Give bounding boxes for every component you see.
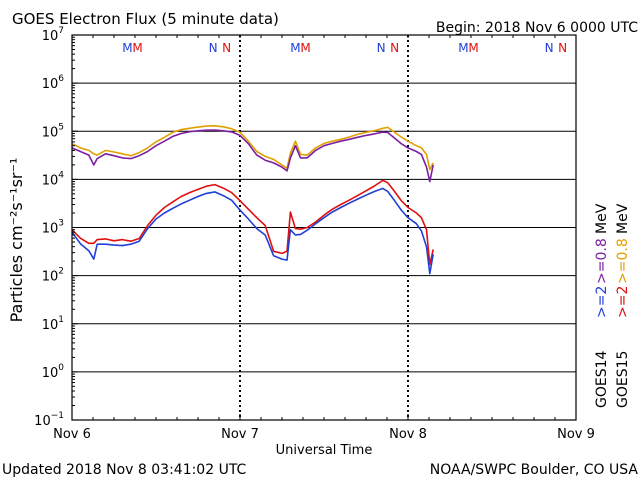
- legend-entry-5: MeV: [615, 203, 631, 234]
- series-line-goes15_gt2: [71, 179, 434, 266]
- x-axis: Nov 6 Nov 7 Nov 8 Nov 9: [53, 35, 595, 442]
- begin-time: Begin: 2018 Nov 6 0000 UTC: [436, 20, 638, 36]
- y-tick-label: 104: [42, 170, 65, 188]
- y-tick-label: 105: [42, 122, 64, 140]
- y-tick-label: 10−1: [34, 411, 64, 429]
- x-axis-label: Universal Time: [276, 443, 373, 458]
- legend-entry-4: >=0.8: [615, 238, 631, 284]
- x-tick-label: Nov 9: [557, 427, 595, 442]
- marker-m: M: [468, 41, 478, 55]
- marker-m: M: [122, 41, 132, 55]
- y-tick-label: 102: [42, 267, 64, 285]
- y-axis: 107 106 105 104 103 102 101 100 10−1: [34, 26, 78, 429]
- y-tick-label: 103: [42, 219, 64, 237]
- legend-entry-3: >=2: [615, 286, 631, 318]
- grid-lines: [72, 35, 576, 420]
- marker-n: N: [390, 41, 399, 55]
- marker-n: N: [222, 41, 231, 55]
- legend-satellite-2: GOES15: [615, 351, 631, 408]
- credit: NOAA/SWPC Boulder, CO USA: [430, 462, 639, 478]
- legend-entry-0: >=2: [594, 286, 610, 318]
- marker-m: M: [458, 41, 468, 55]
- chart-title: GOES Electron Flux (5 minute data): [12, 10, 279, 28]
- series-line-goes14_gt08: [71, 129, 434, 183]
- marker-n: N: [545, 41, 554, 55]
- x-tick-label: Nov 7: [221, 427, 259, 442]
- legend-entry-1: >=0.8: [594, 238, 610, 284]
- x-tick-label: Nov 6: [53, 427, 91, 442]
- y-tick-label: 106: [42, 74, 65, 92]
- marker-m: M: [132, 41, 142, 55]
- legend: GOES14 GOES15 >=2 >=0.8 MeV >=2 >=0.8 MeV: [594, 203, 631, 408]
- marker-m: M: [300, 41, 310, 55]
- x-tick-label: Nov 8: [389, 427, 427, 442]
- y-tick-label: 101: [42, 315, 64, 333]
- marker-n: N: [377, 41, 386, 55]
- series-line-goes15_gt08: [71, 125, 434, 171]
- series-line-goes14_gt2: [71, 187, 434, 275]
- legend-entry-2: MeV: [594, 203, 610, 234]
- marker-n: N: [558, 41, 567, 55]
- y-tick-label: 100: [42, 363, 65, 381]
- legend-satellite-1: GOES14: [594, 350, 610, 408]
- updated-time: Updated 2018 Nov 8 03:41:02 UTC: [2, 462, 247, 478]
- marker-n: N: [209, 41, 218, 55]
- marker-m: M: [290, 41, 300, 55]
- data-series: [71, 125, 434, 275]
- y-tick-label: 107: [42, 26, 64, 44]
- y-axis-label: Particles cm⁻²s⁻¹sr⁻¹: [7, 158, 26, 323]
